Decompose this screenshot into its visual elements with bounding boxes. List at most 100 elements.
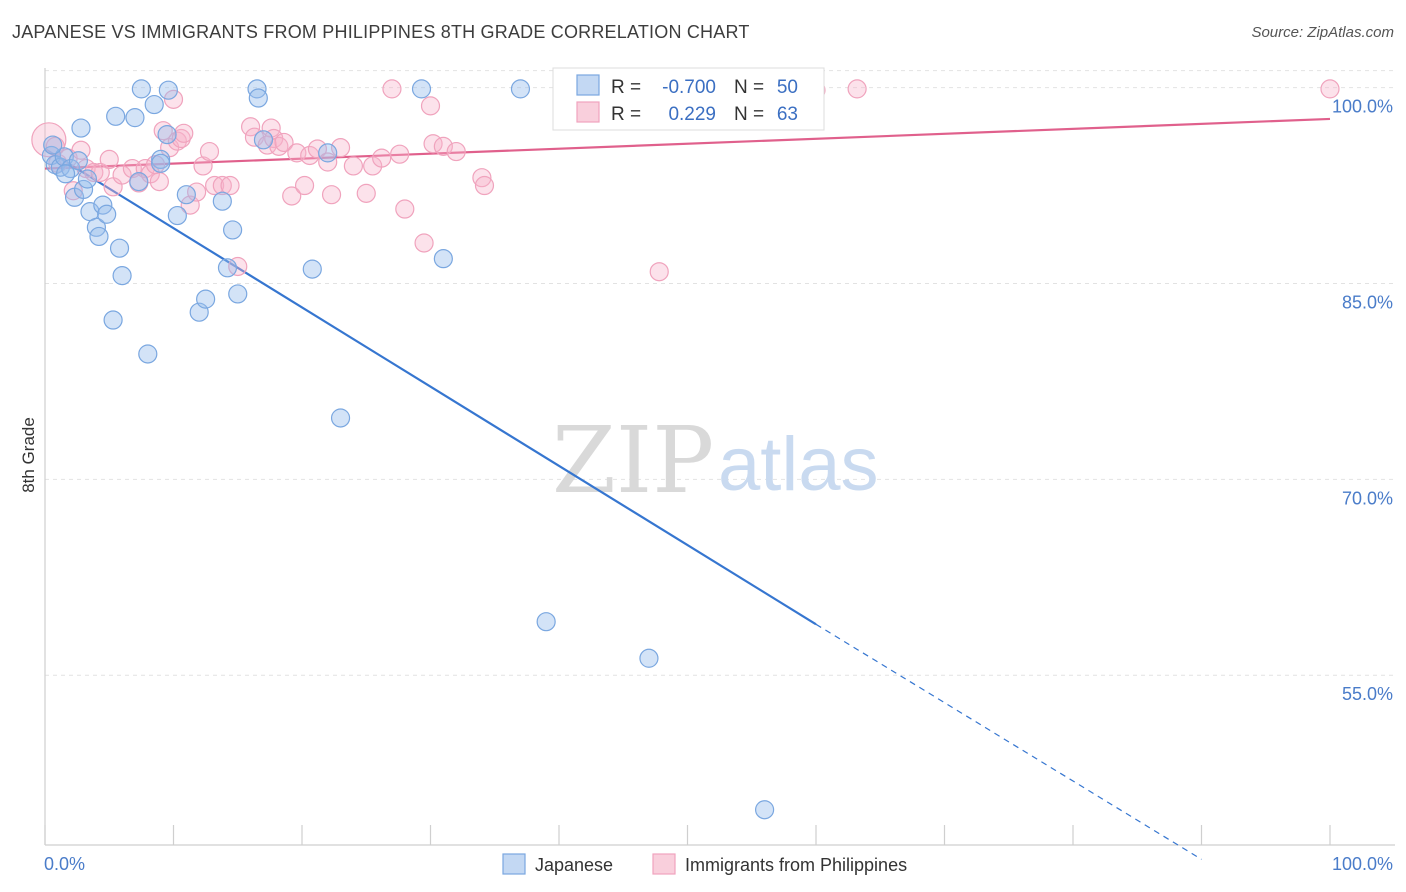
japanese-point-4 <box>61 158 81 179</box>
japanese-point-7 <box>73 179 94 200</box>
philippines-point-22 <box>171 128 191 149</box>
japanese-point-33 <box>223 220 243 240</box>
y-tick-label-0: 55.0% <box>1342 684 1393 704</box>
japanese-point-3 <box>54 147 74 167</box>
stats-legend-r-value-0: -0.700 <box>662 77 716 98</box>
philippines-point-17 <box>149 172 169 192</box>
bottom-legend: Japanese Immigrants from Philippines <box>502 853 907 875</box>
japanese-point-40 <box>330 408 351 428</box>
chart-source: Source: ZipAtlas.com <box>1251 24 1394 41</box>
watermark-zip: ZIP <box>552 407 714 514</box>
japanese-point-19 <box>129 172 149 192</box>
japanese-point-17 <box>103 310 123 330</box>
philippines-point-27 <box>199 141 220 162</box>
philippines-point-31 <box>228 256 248 277</box>
japanese-point-27 <box>167 205 187 226</box>
philippines-point-41 <box>294 175 315 196</box>
philippines-point-48 <box>356 183 376 203</box>
stats-legend-n-label-1: N = <box>734 104 764 125</box>
philippines-point-64 <box>1320 79 1340 99</box>
philippines-point-43 <box>307 139 328 159</box>
stats-legend-swatch-philippines <box>576 101 600 123</box>
philippines-point-23 <box>174 123 194 143</box>
philippines-point-51 <box>382 79 402 99</box>
japanese-point-18 <box>125 108 145 128</box>
philippines-point-39 <box>282 186 302 206</box>
philippines-point-58 <box>446 141 466 162</box>
japanese-point-44 <box>536 612 556 632</box>
japanese-point-42 <box>433 249 453 269</box>
philippines-point-30 <box>220 175 240 196</box>
philippines-point-46 <box>330 138 351 158</box>
japanese-trend-extension <box>815 623 1202 860</box>
japanese-point-49 <box>68 151 89 171</box>
japanese-point-6 <box>71 118 91 138</box>
y-tick-label-3: 100.0% <box>1332 97 1393 117</box>
japanese-point-13 <box>97 204 117 224</box>
japanese-point-26 <box>158 80 178 100</box>
japanese-point-38 <box>302 259 322 279</box>
stats-legend-n-value-0: 50 <box>777 77 798 98</box>
japanese-point-46 <box>754 800 775 820</box>
philippines-point-29 <box>212 175 232 196</box>
japanese-point-28 <box>176 185 196 205</box>
japanese-point-48 <box>55 164 76 184</box>
philippines-point-60 <box>474 175 495 196</box>
japanese-point-21 <box>138 344 158 364</box>
stats-legend-n-value-1: 63 <box>777 104 798 125</box>
philippines-point-47 <box>343 156 363 176</box>
philippines-point-11 <box>112 165 132 185</box>
japanese-point-11 <box>89 226 109 247</box>
japanese-point-30 <box>196 289 216 309</box>
japanese-point-25 <box>157 125 177 145</box>
japanese-point-20 <box>131 79 151 99</box>
x-tick-label-max: 100.0% <box>1332 854 1393 874</box>
philippines-point-53 <box>395 199 415 219</box>
y-axis-title: 8th Grade <box>19 417 38 493</box>
japanese-point-16 <box>112 266 132 286</box>
japanese-point-31 <box>212 191 232 211</box>
philippines-point-52 <box>390 144 410 164</box>
y-tick-labels: 55.0% 70.0% 85.0% 100.0% <box>1332 97 1393 705</box>
philippines-point-9 <box>99 149 119 170</box>
philippines-point-50 <box>372 148 392 168</box>
japanese-point-22 <box>144 94 164 115</box>
philippines-point-28 <box>205 175 225 196</box>
japanese-point-36 <box>248 88 268 108</box>
legend-label-philippines: Immigrants from Philippines <box>685 855 907 875</box>
stats-legend-n-label-0: N = <box>734 77 764 98</box>
x-tick-label-min: 0.0% <box>44 854 85 874</box>
japanese-point-41 <box>411 79 432 99</box>
y-tick-label-1: 70.0% <box>1342 488 1393 508</box>
stats-legend: R = -0.700 N = 50 R = 0.229 N = 63 <box>552 67 825 131</box>
legend-label-japanese: Japanese <box>535 855 613 875</box>
watermark: ZIP atlas <box>552 407 879 514</box>
axes <box>44 68 1395 846</box>
stats-legend-r-label-0: R = <box>611 77 641 98</box>
philippines-point-55 <box>420 96 441 116</box>
legend-swatch-japanese <box>502 853 526 875</box>
japanese-point-34 <box>228 284 248 304</box>
legend-swatch-philippines <box>652 853 676 875</box>
stats-legend-r-value-1: 0.229 <box>668 104 716 125</box>
philippines-point-26 <box>193 156 213 176</box>
japanese-point-39 <box>318 143 338 163</box>
y-tick-label-2: 85.0% <box>1342 292 1393 312</box>
x-tick-labels: 0.0% 100.0% <box>44 854 1393 874</box>
stats-legend-r-label-1: R = <box>611 104 641 125</box>
japanese-point-24 <box>151 153 171 173</box>
philippines-point-45 <box>321 185 342 205</box>
japanese-point-43 <box>510 79 531 99</box>
japanese-trend-line <box>44 148 817 626</box>
philippines-point-20 <box>163 89 184 109</box>
watermark-atlas: atlas <box>718 422 879 507</box>
philippines-point-4 <box>63 181 83 201</box>
philippines-point-38 <box>274 132 294 153</box>
japanese-point-37 <box>253 130 274 150</box>
japanese-point-8 <box>77 169 98 189</box>
japanese-point-32 <box>217 258 238 278</box>
philippines-trend-line <box>44 117 1331 170</box>
japanese-point-2 <box>50 157 71 177</box>
data-points <box>31 79 1340 820</box>
